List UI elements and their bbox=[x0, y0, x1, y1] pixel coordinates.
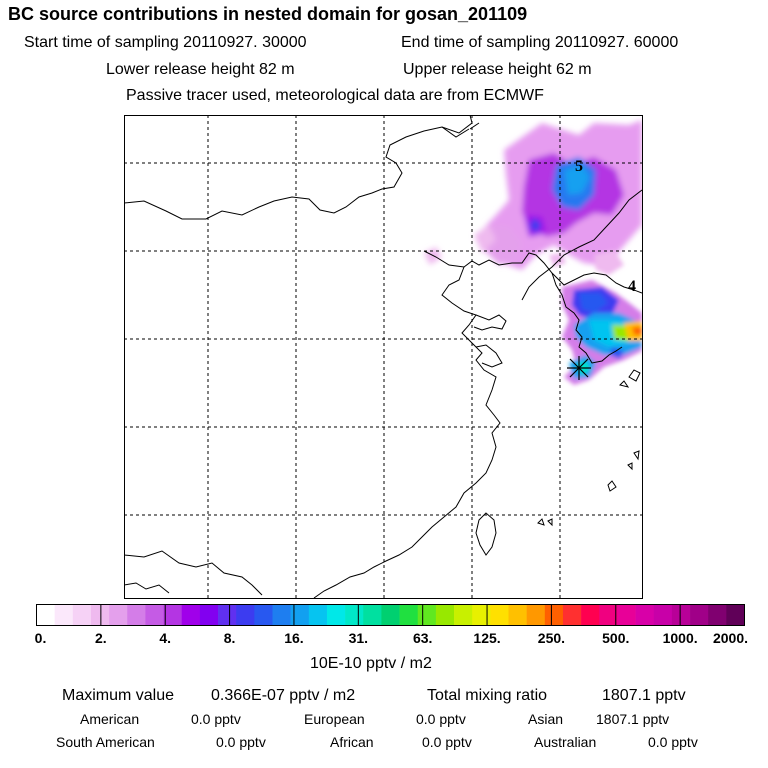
colorbar-cell bbox=[163, 604, 183, 626]
region-value-australian: 0.0 pptv bbox=[648, 734, 698, 750]
colorbar-tick-label: 1000. bbox=[662, 630, 698, 646]
colorbar-tick-label: 31. bbox=[348, 630, 369, 646]
colorbar-tick-label: 16. bbox=[284, 630, 304, 646]
colorbar-cell bbox=[508, 604, 527, 626]
colorbar-cell bbox=[109, 604, 128, 626]
tracer-info-label: Passive tracer used, meteorological data… bbox=[126, 87, 544, 104]
colorbar-cell bbox=[671, 604, 691, 626]
map-panel: 5 4 bbox=[124, 115, 643, 599]
colorbar-cell bbox=[581, 604, 600, 626]
plume-north bbox=[424, 120, 642, 270]
colorbar-tick-label: 8. bbox=[223, 630, 236, 646]
colorbar-cell bbox=[290, 604, 310, 626]
colorbar-cell bbox=[562, 604, 582, 626]
colorbar-cell bbox=[272, 604, 291, 626]
region-value-south-american: 0.0 pptv bbox=[216, 734, 266, 750]
colorbar-cell bbox=[690, 604, 709, 626]
colorbar-cell bbox=[90, 604, 110, 626]
lower-release-label: Lower release height 82 m bbox=[106, 61, 295, 78]
plot-title: BC source contributions in nested domain… bbox=[8, 4, 528, 24]
colorbar-tick-label: 0. bbox=[34, 630, 47, 646]
total-mixing-value: 1807.1 pptv bbox=[602, 687, 686, 704]
receptor-marker-icon bbox=[567, 356, 591, 380]
colorbar-cell bbox=[181, 604, 201, 626]
colorbar-tick-label: 125. bbox=[473, 630, 501, 646]
region-name-european: European bbox=[304, 711, 365, 727]
colorbar-cell bbox=[435, 604, 455, 626]
end-time-label: End time of sampling 20110927. 60000 bbox=[401, 34, 679, 51]
colorbar-cell bbox=[544, 604, 564, 626]
colorbar-tick-label: 63. bbox=[412, 630, 433, 646]
colorbar-tick-label: 250. bbox=[537, 630, 566, 646]
region-name-african: African bbox=[330, 734, 374, 750]
colorbar-cell bbox=[36, 604, 55, 626]
map-frame bbox=[124, 115, 643, 599]
colorbar-cell bbox=[653, 604, 673, 626]
grid-lines bbox=[124, 115, 642, 598]
colorbar-cell bbox=[490, 604, 509, 626]
colorbar-cell bbox=[345, 604, 364, 626]
total-mixing-label: Total mixing ratio bbox=[427, 687, 548, 704]
colorbar-cell bbox=[708, 604, 727, 626]
contour-label-5: 5 bbox=[575, 158, 583, 175]
colorbar-cell bbox=[72, 604, 92, 626]
region-value-asian: 1807.1 pptv bbox=[596, 711, 670, 727]
colorbar-tick-label: 500. bbox=[602, 630, 630, 646]
colorbar-tick-label: 4. bbox=[159, 630, 172, 646]
colorbar-cell bbox=[326, 604, 346, 626]
plume-south bbox=[549, 250, 642, 385]
colorbar-cell bbox=[526, 604, 546, 626]
coastlines bbox=[124, 115, 642, 598]
contour-label-4: 4 bbox=[628, 278, 636, 295]
colorbar-cell bbox=[218, 604, 237, 626]
colorbar-cell bbox=[199, 604, 219, 626]
region-value-american: 0.0 pptv bbox=[191, 711, 241, 727]
colorbar bbox=[36, 604, 745, 626]
colorbar-cell bbox=[145, 604, 164, 626]
region-name-south-american: South American bbox=[56, 734, 155, 750]
colorbar-tick-label: 2. bbox=[95, 630, 107, 646]
region-value-european: 0.0 pptv bbox=[416, 711, 466, 727]
colorbar-cell bbox=[236, 604, 255, 626]
colorbar-cell bbox=[417, 604, 437, 626]
region-name-american: American bbox=[80, 711, 140, 727]
region-name-australian: Australian bbox=[534, 734, 597, 750]
colorbar-cell bbox=[363, 604, 382, 626]
colorbar-cell bbox=[381, 604, 400, 626]
colorbar-cell bbox=[54, 604, 74, 626]
colorbar-unit-label: 10E-10 pptv / m2 bbox=[310, 655, 432, 672]
region-name-asian: Asian bbox=[528, 711, 564, 727]
max-value-label: Maximum value bbox=[62, 687, 175, 704]
max-value: 0.366E-07 pptv / m2 bbox=[211, 687, 356, 704]
colorbar-cell bbox=[617, 604, 636, 626]
start-time-label: Start time of sampling 20110927. 30000 bbox=[24, 34, 307, 51]
region-value-african: 0.0 pptv bbox=[422, 734, 472, 750]
colorbar-cell bbox=[726, 604, 745, 626]
colorbar-cell bbox=[254, 604, 273, 626]
colorbar-cell bbox=[399, 604, 419, 626]
colorbar-cell bbox=[454, 604, 473, 626]
colorbar-cell bbox=[635, 604, 655, 626]
colorbar-cell bbox=[308, 604, 328, 626]
colorbar-tick-label: 2000. bbox=[712, 630, 749, 646]
colorbar-cell bbox=[599, 604, 618, 626]
colorbar-cell bbox=[472, 604, 491, 626]
upper-release-label: Upper release height 62 m bbox=[403, 61, 592, 78]
colorbar-cell bbox=[127, 604, 146, 626]
